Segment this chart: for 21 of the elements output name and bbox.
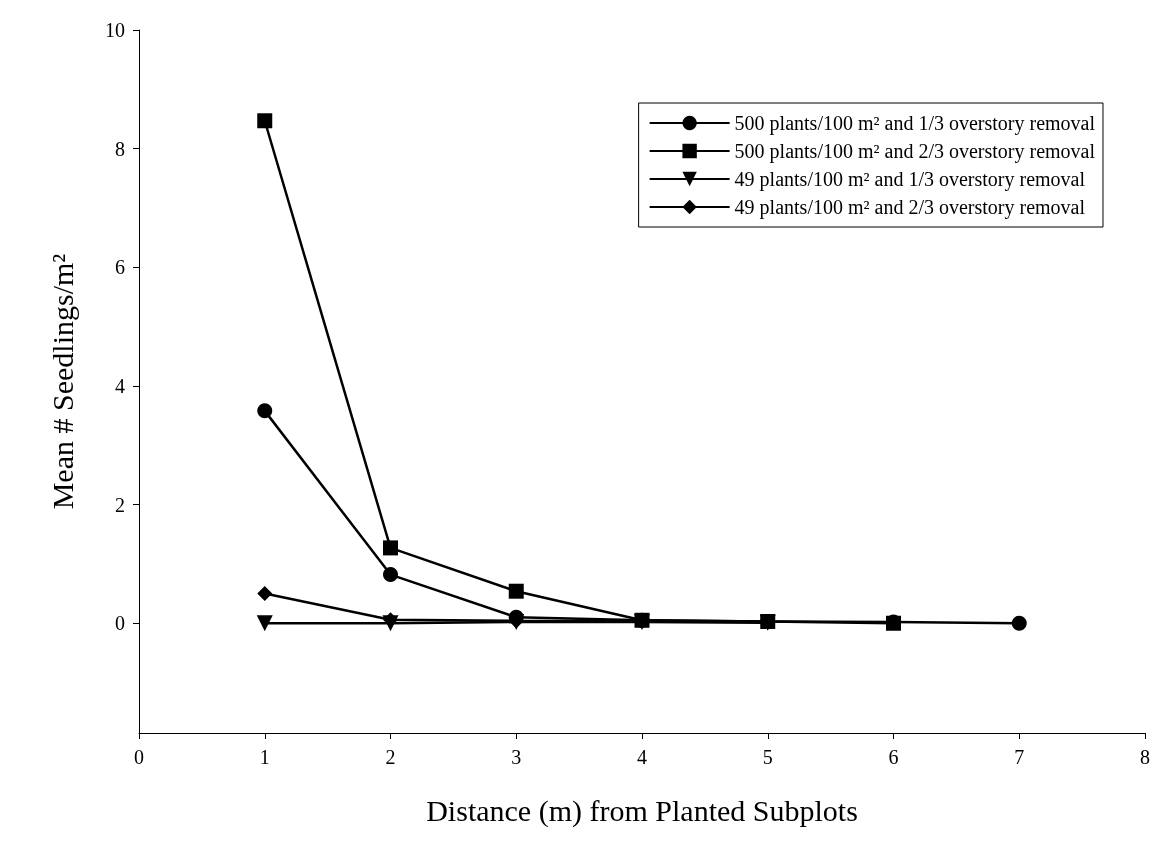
y-tick-label: 2	[115, 493, 125, 516]
y-axis-title: Mean # Seedlings/m²	[45, 253, 79, 510]
x-tick-label: 3	[511, 746, 522, 768]
y-tick-label: 6	[115, 256, 125, 279]
y-tick-label: 4	[115, 374, 125, 397]
x-tick-label: 4	[637, 746, 647, 768]
x-axis-title: Distance (m) from Planted Subplots	[426, 793, 858, 828]
x-tick-label: 8	[1140, 746, 1150, 768]
legend-label: 500 plants/100 m² and 2/3 overstory removal	[734, 140, 1096, 163]
y-tick-label: 10	[105, 19, 125, 41]
x-tick-label: 6	[888, 746, 899, 768]
x-tick-label: 2	[385, 746, 396, 768]
legend-label: 49 plants/100 m² and 1/3 overstory removal	[734, 168, 1086, 191]
legend-label: 500 plants/100 m² and 1/3 overstory removal	[734, 112, 1096, 135]
legend-label: 49 plants/100 m² and 2/3 overstory removal	[734, 196, 1086, 219]
y-tick-label: 0	[115, 612, 125, 635]
y-tick-label: 8	[115, 137, 125, 160]
x-tick-label: 0	[134, 746, 144, 768]
x-tick-label: 7	[1014, 746, 1025, 768]
x-tick-label: 5	[762, 746, 773, 768]
x-tick-label: 1	[259, 746, 270, 768]
